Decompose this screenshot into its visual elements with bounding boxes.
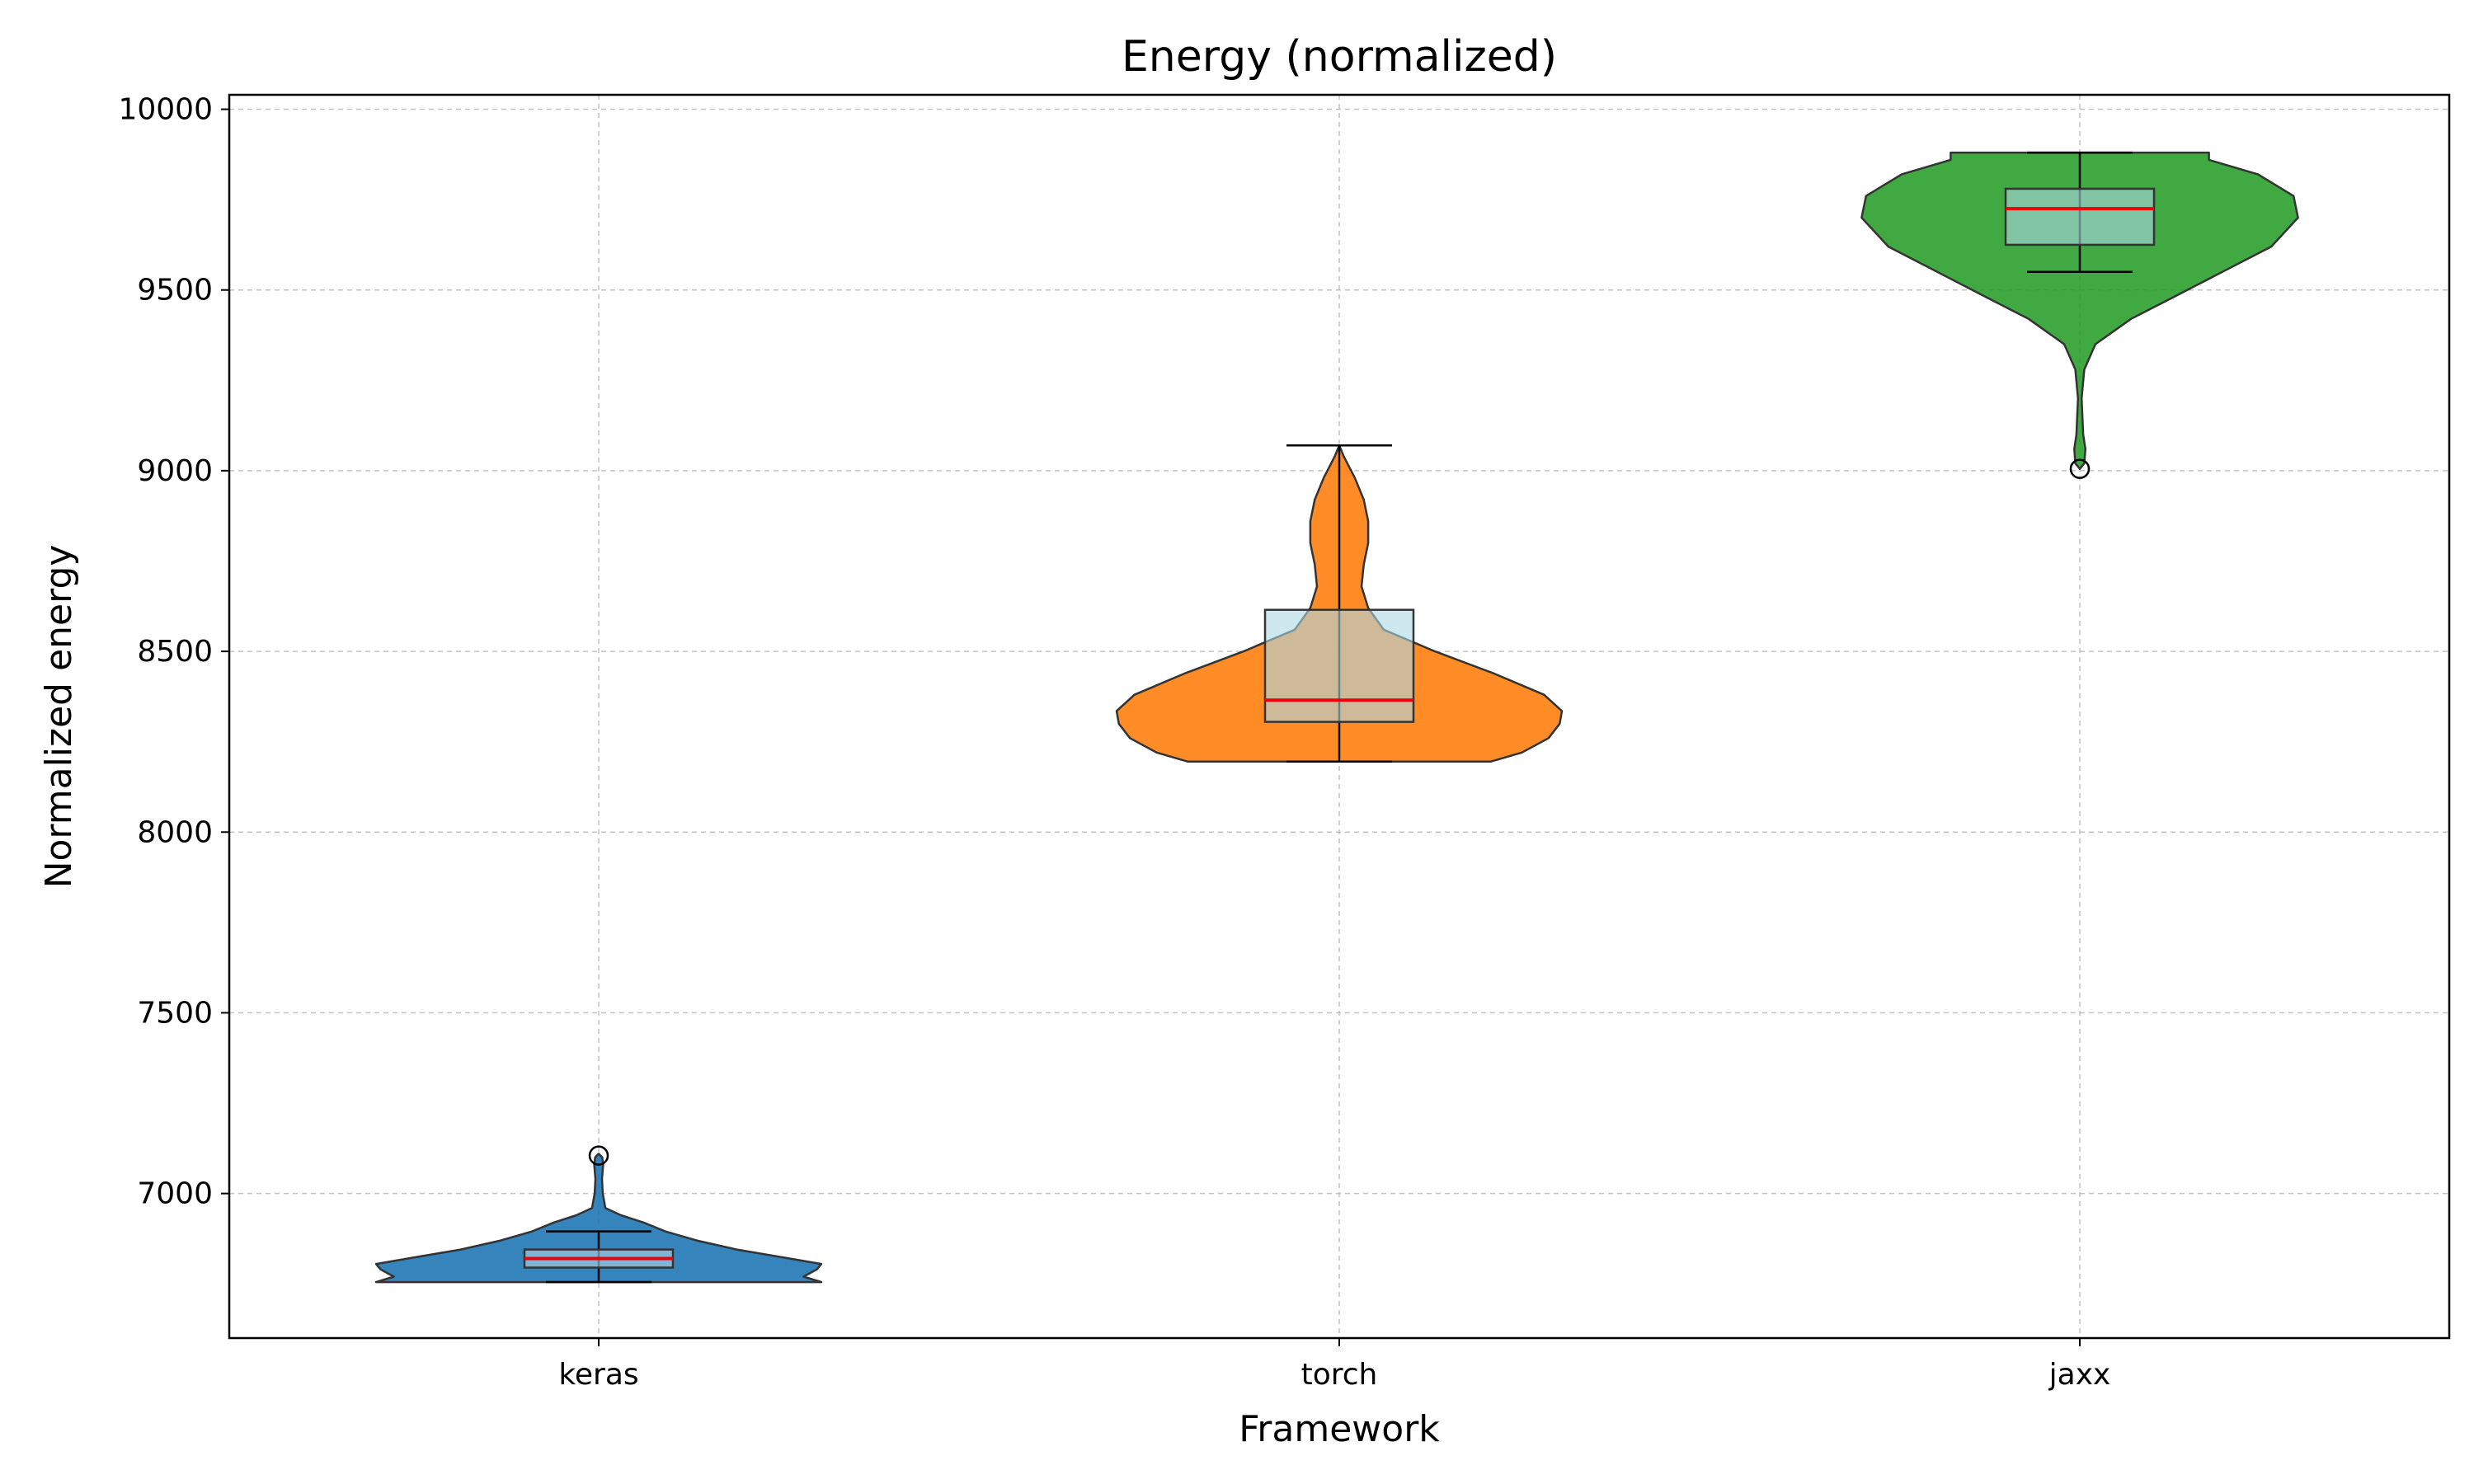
y-tick-label: 10000 [118,93,213,127]
violin-keras [374,1153,823,1284]
outlier-keras [588,1145,609,1166]
x-axis-label: Framework [1239,1408,1440,1450]
y-tick-label: 8500 [137,635,213,669]
box-torch [1263,608,1415,723]
y-tick-label: 9000 [137,454,213,488]
y-tick-label: 7500 [137,996,213,1030]
boxplots [523,151,2156,1284]
y-axis-label: Normalized energy [38,545,80,889]
y-tick-label: 8000 [137,815,213,849]
x-tick-label: keras [558,1358,638,1392]
chart-title: Energy (normalized) [1122,32,1557,82]
y-tick-label: 7000 [137,1177,213,1211]
x-tick-label: torch [1301,1358,1378,1392]
y-tick-label: 9500 [137,274,213,308]
ticks: 7000 7500 8000 8500 9000 9500 10000 keras torch j… [118,93,2110,1392]
outlier-jaxx [2069,458,2091,479]
x-tick-label: jaxx [2048,1358,2111,1392]
box-jaxx [2004,187,2156,247]
